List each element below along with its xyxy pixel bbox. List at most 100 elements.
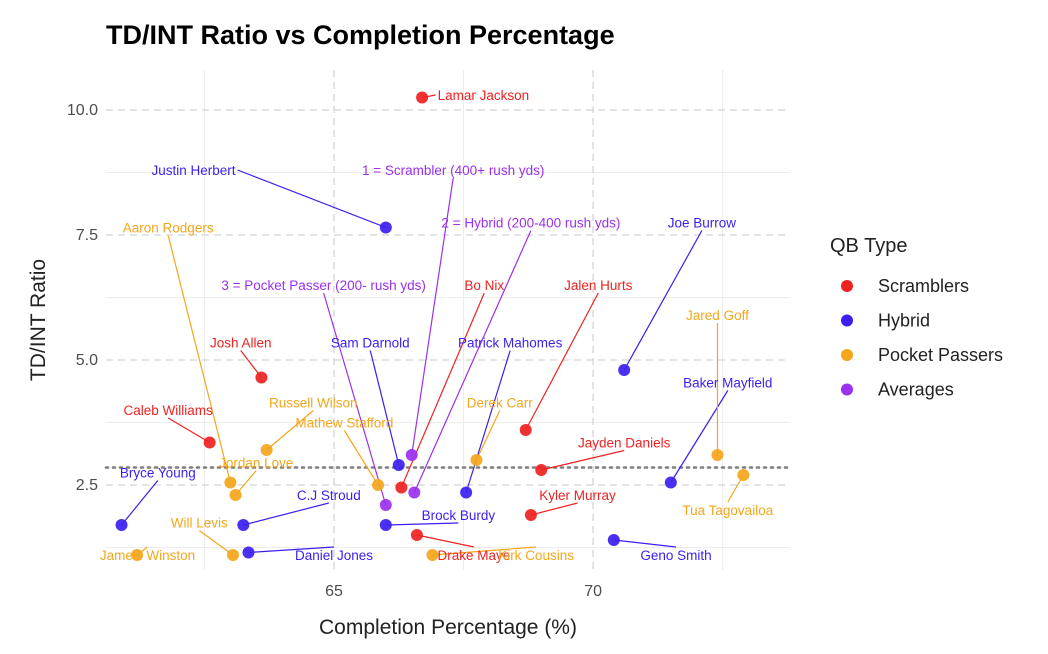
legend-label: Hybrid (878, 311, 930, 331)
point-label: Jared Goff (686, 308, 749, 323)
data-point (618, 364, 631, 376)
leader-line (266, 410, 314, 451)
data-point (535, 464, 548, 476)
leader-line (613, 539, 677, 548)
legend-label: Scramblers (878, 276, 969, 296)
point-label: 1 = Scrambler (400+ rush yds) (362, 163, 544, 178)
point-label: Russell Wilson (269, 396, 358, 411)
point-label: Baker Mayfield (683, 376, 772, 391)
point-label: Kirk Cousins (498, 548, 574, 563)
point-label: Aaron Rodgers (123, 221, 214, 236)
data-point (379, 221, 392, 234)
data-labels: Lamar Jackson Josh Allen Caleb Williams Jal… (100, 88, 774, 563)
point-label: Derek Carr (467, 396, 534, 411)
data-point (260, 444, 273, 456)
data-point (229, 489, 242, 501)
legend: QB Type Scramblers Hybrid Pocket Passers Av… (830, 235, 1003, 400)
point-label: Tua Tagovailoa (682, 503, 773, 518)
data-point (226, 549, 239, 561)
data-point (203, 436, 216, 449)
leader-line (465, 350, 511, 493)
data-point (395, 481, 408, 494)
leader-line (198, 530, 234, 556)
leader-line (243, 502, 329, 526)
data-point (519, 424, 532, 436)
point-label: Caleb Williams (124, 403, 214, 418)
x-tick-label: 70 (584, 583, 602, 600)
legend-swatch (841, 349, 853, 361)
legend-label: Pocket Passers (878, 345, 1003, 365)
leader-line (541, 449, 625, 471)
leader-line (343, 430, 379, 486)
legend-title: QB Type (830, 235, 907, 257)
point-label: Justin Herbert (151, 163, 235, 178)
y-axis-title: TD/INT Ratio (27, 259, 50, 381)
leader-line (369, 350, 400, 466)
data-point (237, 519, 250, 531)
point-label: Kyler Murray (539, 488, 616, 503)
leader-line (237, 169, 387, 229)
y-axis-ticks: 2.5 5.0 7.5 10.0 (67, 102, 98, 494)
leader-line (411, 177, 454, 456)
leader-line (385, 522, 459, 526)
leader-line (432, 546, 537, 556)
data-point (664, 476, 677, 489)
data-point (524, 509, 537, 521)
point-label: 3 = Pocket Passer (200- rush yds) (221, 278, 425, 293)
leader-line (167, 235, 231, 483)
leader-line (323, 292, 387, 506)
point-label: Jayden Daniels (578, 436, 671, 451)
point-label: Sam Darnold (331, 336, 410, 351)
point-label: Daniel Jones (295, 548, 373, 563)
y-tick-label: 5.0 (76, 352, 98, 369)
point-label: Jordan Love (219, 456, 293, 471)
legend-label: Averages (878, 380, 954, 400)
data-points (115, 91, 750, 561)
leader-line (413, 230, 532, 493)
data-point (408, 486, 421, 499)
point-label: Drake Maye (438, 548, 511, 563)
data-point (737, 469, 750, 481)
point-label: Joe Burrow (668, 216, 737, 231)
data-point (460, 486, 473, 499)
point-label: Jalen Hurts (564, 278, 633, 293)
y-tick-label: 2.5 (76, 477, 98, 494)
data-point (115, 519, 128, 531)
data-point (131, 549, 144, 561)
data-point (470, 454, 483, 466)
point-label: 2 = Hybrid (200-400 rush yds) (441, 216, 620, 231)
data-point (392, 459, 405, 471)
chart-title: TD/INT Ratio vs Completion Percentage (106, 20, 615, 50)
leader-line (121, 480, 159, 526)
leader-line (416, 534, 475, 548)
leader-line (670, 390, 729, 483)
x-tick-label: 65 (325, 583, 343, 600)
leader-line (475, 410, 501, 461)
legend-swatch (841, 314, 853, 327)
data-point (416, 91, 429, 104)
point-label: Lamar Jackson (438, 88, 530, 103)
y-tick-label: 10.0 (67, 102, 98, 119)
data-point (410, 529, 423, 541)
data-point (372, 479, 385, 491)
point-label: Patrick Mahomes (458, 336, 563, 351)
leader-line (623, 230, 703, 371)
minor-gridlines (106, 70, 790, 570)
y-tick-label: 7.5 (76, 227, 98, 244)
data-point (405, 449, 418, 461)
point-label: Mathew Stafford (295, 416, 393, 431)
data-point (224, 476, 237, 489)
data-point (711, 449, 724, 461)
point-label: C.J Stroud (297, 488, 361, 503)
legend-swatch (841, 280, 853, 292)
legend-items: Scramblers Hybrid Pocket Passers Averages (841, 276, 1003, 400)
point-label: Josh Allen (210, 336, 272, 351)
leader-line (530, 502, 578, 516)
point-label: Will Levis (171, 516, 228, 531)
data-point (607, 534, 620, 546)
point-label: Bryce Young (120, 466, 196, 481)
point-label: Brock Burdy (422, 508, 496, 523)
point-label: Bo Nix (464, 278, 504, 293)
point-label: Geno Smith (640, 548, 711, 563)
